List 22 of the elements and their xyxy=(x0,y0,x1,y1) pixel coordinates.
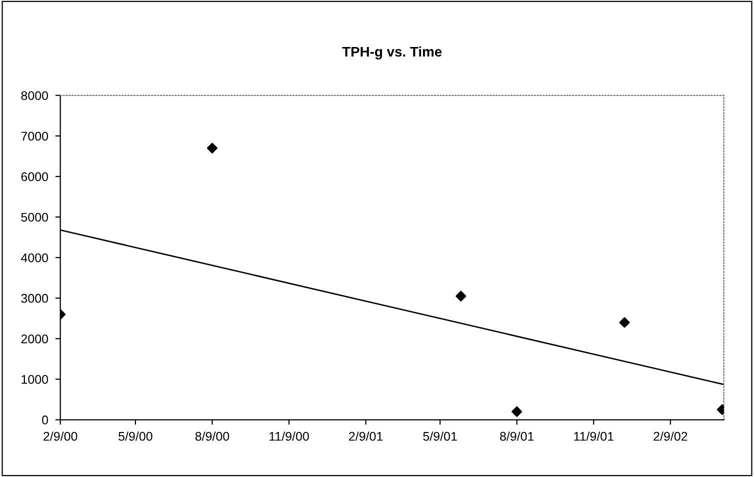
point xyxy=(456,290,466,302)
x-tick-label: 8/9/00 xyxy=(195,432,230,441)
y-tick-label: 6000 xyxy=(21,172,48,182)
x-tick-label: 11/9/01 xyxy=(574,432,614,441)
y-tick-label: 1000 xyxy=(22,375,48,384)
y-tick-label: 0 xyxy=(42,416,48,424)
y-tick-label: 4000 xyxy=(20,253,48,262)
y-tick-label: 8000 xyxy=(21,91,48,100)
x-tick-label: 2/9/01 xyxy=(349,432,383,441)
x-tick-label: 2/9/00 xyxy=(44,432,78,441)
y-tick-label: 2000 xyxy=(21,334,48,344)
x-tick-label: 2/9/02 xyxy=(654,432,688,441)
x-tick-label: 11/9/00 xyxy=(270,432,309,441)
chart-title: TPH-g vs. Time xyxy=(342,46,442,60)
y-tick-label: 3000 xyxy=(21,294,48,303)
y-tick-label: 5000 xyxy=(21,212,48,222)
x-tick-label: 5/9/00 xyxy=(118,432,152,441)
y-tick-label: 7000 xyxy=(21,132,48,141)
x-tick-label: 5/9/01 xyxy=(423,432,457,441)
point xyxy=(512,406,522,417)
x-tick-label: 8/9/01 xyxy=(500,432,534,441)
point xyxy=(619,317,630,328)
